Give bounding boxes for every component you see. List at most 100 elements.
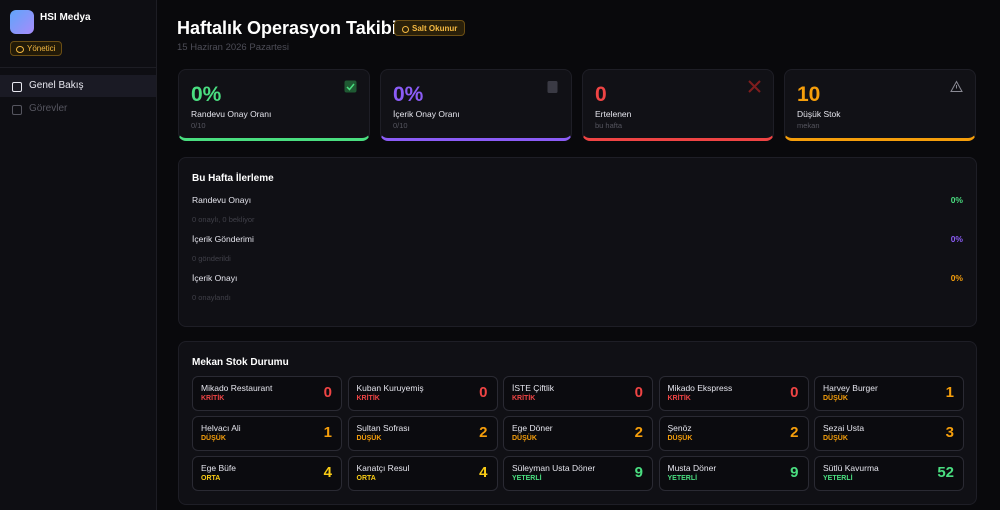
- stock-count: 1: [323, 424, 332, 441]
- stat-sub: 0/10: [191, 121, 206, 130]
- stat-value: 0%: [393, 83, 424, 106]
- venue-name: Sezai Usta: [823, 423, 865, 433]
- stock-status: DÜŞÜK: [823, 435, 848, 442]
- stock-status: DÜŞÜK: [356, 435, 382, 442]
- stock-status: KRİTİK: [356, 395, 380, 402]
- page-title: Haftalık Operasyon Takibi: [177, 18, 397, 38]
- stat-label: İçerik Onay Oranı: [393, 109, 460, 119]
- progress-note: 0 onaylandı: [192, 293, 231, 302]
- stock-count: 9: [790, 464, 799, 481]
- stock-panel: Mekan Stok Durumu Mikado Restaurant KRİTİ…: [178, 341, 977, 505]
- stock-card: Şenöz DÜŞÜK 2: [658, 416, 809, 451]
- stat-sub: 0/10: [393, 121, 408, 130]
- stock-count: 9: [634, 464, 643, 481]
- stat-card: 0 Ertelenen bu hafta: [582, 69, 774, 141]
- stat-icon: [748, 80, 761, 93]
- venue-name: Helvacı Ali: [201, 423, 241, 433]
- stock-card: Kuban Kuruyemiş KRİTİK 0: [347, 376, 498, 411]
- panel-title: Mekan Stok Durumu: [192, 357, 289, 368]
- stock-count: 3: [945, 424, 954, 441]
- progress-percent: 0%: [950, 273, 963, 283]
- stat-value: 10: [797, 83, 821, 106]
- separator: [0, 67, 156, 68]
- stat-icon: [950, 80, 963, 92]
- stock-card: Sütlü Kavurma YETERLİ 52: [814, 456, 964, 491]
- stock-count: 2: [634, 424, 643, 441]
- venue-name: Kuban Kuruyemiş: [356, 383, 424, 393]
- venue-name: Mikado Restaurant: [201, 383, 273, 393]
- stock-card: Mikado Restaurant KRİTİK 0: [192, 376, 342, 411]
- stock-card: Harvey Burger DÜŞÜK 1: [814, 376, 964, 411]
- stat-value: 0: [595, 83, 607, 106]
- venue-name: Sultan Sofrası: [356, 423, 410, 433]
- stat-label: Ertelenen: [595, 109, 632, 119]
- venue-name: Sütlü Kavurma: [823, 463, 879, 473]
- progress-note: 0 gönderildi: [192, 254, 231, 263]
- stock-status: KRİTİK: [667, 395, 691, 402]
- venue-name: Şenöz: [667, 423, 692, 433]
- progress-percent: 0%: [950, 234, 963, 244]
- nav-item[interactable]: Genel Bakış: [0, 75, 156, 97]
- stock-status: ORTA: [356, 475, 376, 482]
- stock-count: 0: [634, 384, 643, 401]
- stat-card: 0% Randevu Onay Oranı 0/10: [178, 69, 370, 141]
- venue-name: Musta Döner: [667, 463, 717, 473]
- stock-count: 2: [479, 424, 488, 441]
- stock-status: ORTA: [201, 475, 221, 482]
- venue-name: Süleyman Usta Döner: [512, 463, 596, 473]
- venue-name: Ege Büfe: [201, 463, 236, 473]
- progress-label: İçerik Gönderimi: [192, 234, 254, 244]
- stock-card: Helvacı Ali DÜŞÜK 1: [192, 416, 342, 451]
- stock-count: 1: [945, 384, 954, 401]
- stock-status: YETERLİ: [823, 475, 853, 482]
- panel-title: Bu Hafta İlerleme: [192, 173, 274, 184]
- stat-sub: bu hafta: [595, 121, 623, 130]
- stat-card: 0% İçerik Onay Oranı 0/10: [380, 69, 572, 141]
- stock-card: Ege Döner DÜŞÜK 2: [503, 416, 653, 451]
- stat-icon: [547, 81, 558, 93]
- stat-label: Randevu Onay Oranı: [191, 109, 272, 119]
- stock-status: DÜŞÜK: [512, 435, 537, 442]
- progress-note: 0 onaylı, 0 bekliyor: [192, 215, 255, 224]
- stock-card: Musta Döner YETERLİ 9: [658, 456, 809, 491]
- logo: [10, 10, 34, 34]
- stock-count: 4: [479, 464, 488, 481]
- stock-count: 0: [790, 384, 799, 401]
- stat-card: 10 Düşük Stok mekan: [784, 69, 976, 141]
- progress-label: İçerik Onayı: [192, 273, 238, 283]
- progress-label: Randevu Onayı: [192, 195, 252, 205]
- stock-count: 0: [323, 384, 332, 401]
- progress-panel: Bu Hafta İlerleme Randevu Onayı 0% 0 onayl…: [178, 157, 977, 327]
- venue-name: Kanatçı Resul: [356, 463, 410, 473]
- stock-status: KRİTİK: [512, 395, 536, 402]
- stock-status: KRİTİK: [201, 395, 225, 402]
- stock-card: Sezai Usta DÜŞÜK 3: [814, 416, 964, 451]
- stock-card: Mikado Ekspress KRİTİK 0: [658, 376, 809, 411]
- brand: HSI Medya: [40, 12, 91, 23]
- stock-count: 0: [479, 384, 488, 401]
- stock-card: Sultan Sofrası DÜŞÜK 2: [347, 416, 498, 451]
- stat-value: 0%: [191, 83, 222, 106]
- stock-status: DÜŞÜK: [823, 395, 848, 402]
- sidebar: HSI Medya Yönetici Genel Bakış Görevler: [0, 0, 157, 510]
- venue-name: Harvey Burger: [823, 383, 878, 393]
- stock-status: DÜŞÜK: [201, 435, 226, 442]
- venue-name: Ege Döner: [512, 423, 553, 433]
- stock-card: Kanatçı Resul ORTA 4: [347, 456, 498, 491]
- venue-name: Mikado Ekspress: [667, 383, 733, 393]
- stat-icon: [344, 80, 357, 93]
- role-badge: Yönetici: [10, 41, 63, 56]
- venue-name: İSTE Çiftlik: [512, 383, 555, 393]
- stock-card: İSTE Çiftlik KRİTİK 0: [503, 376, 653, 411]
- stock-count: 2: [790, 424, 799, 441]
- stock-card: Ege Büfe ORTA 4: [192, 456, 342, 491]
- stock-card: Süleyman Usta Döner YETERLİ 9: [503, 456, 653, 491]
- stat-label: Düşük Stok: [797, 109, 841, 119]
- date: 15 Haziran 2026 Pazartesi: [177, 42, 289, 53]
- nav-item[interactable]: Görevler: [0, 98, 156, 120]
- stock-status: YETERLİ: [512, 475, 542, 482]
- stat-sub: mekan: [797, 121, 820, 130]
- readonly-badge: Salt Okunur: [394, 20, 466, 36]
- stock-status: YETERLİ: [667, 475, 698, 482]
